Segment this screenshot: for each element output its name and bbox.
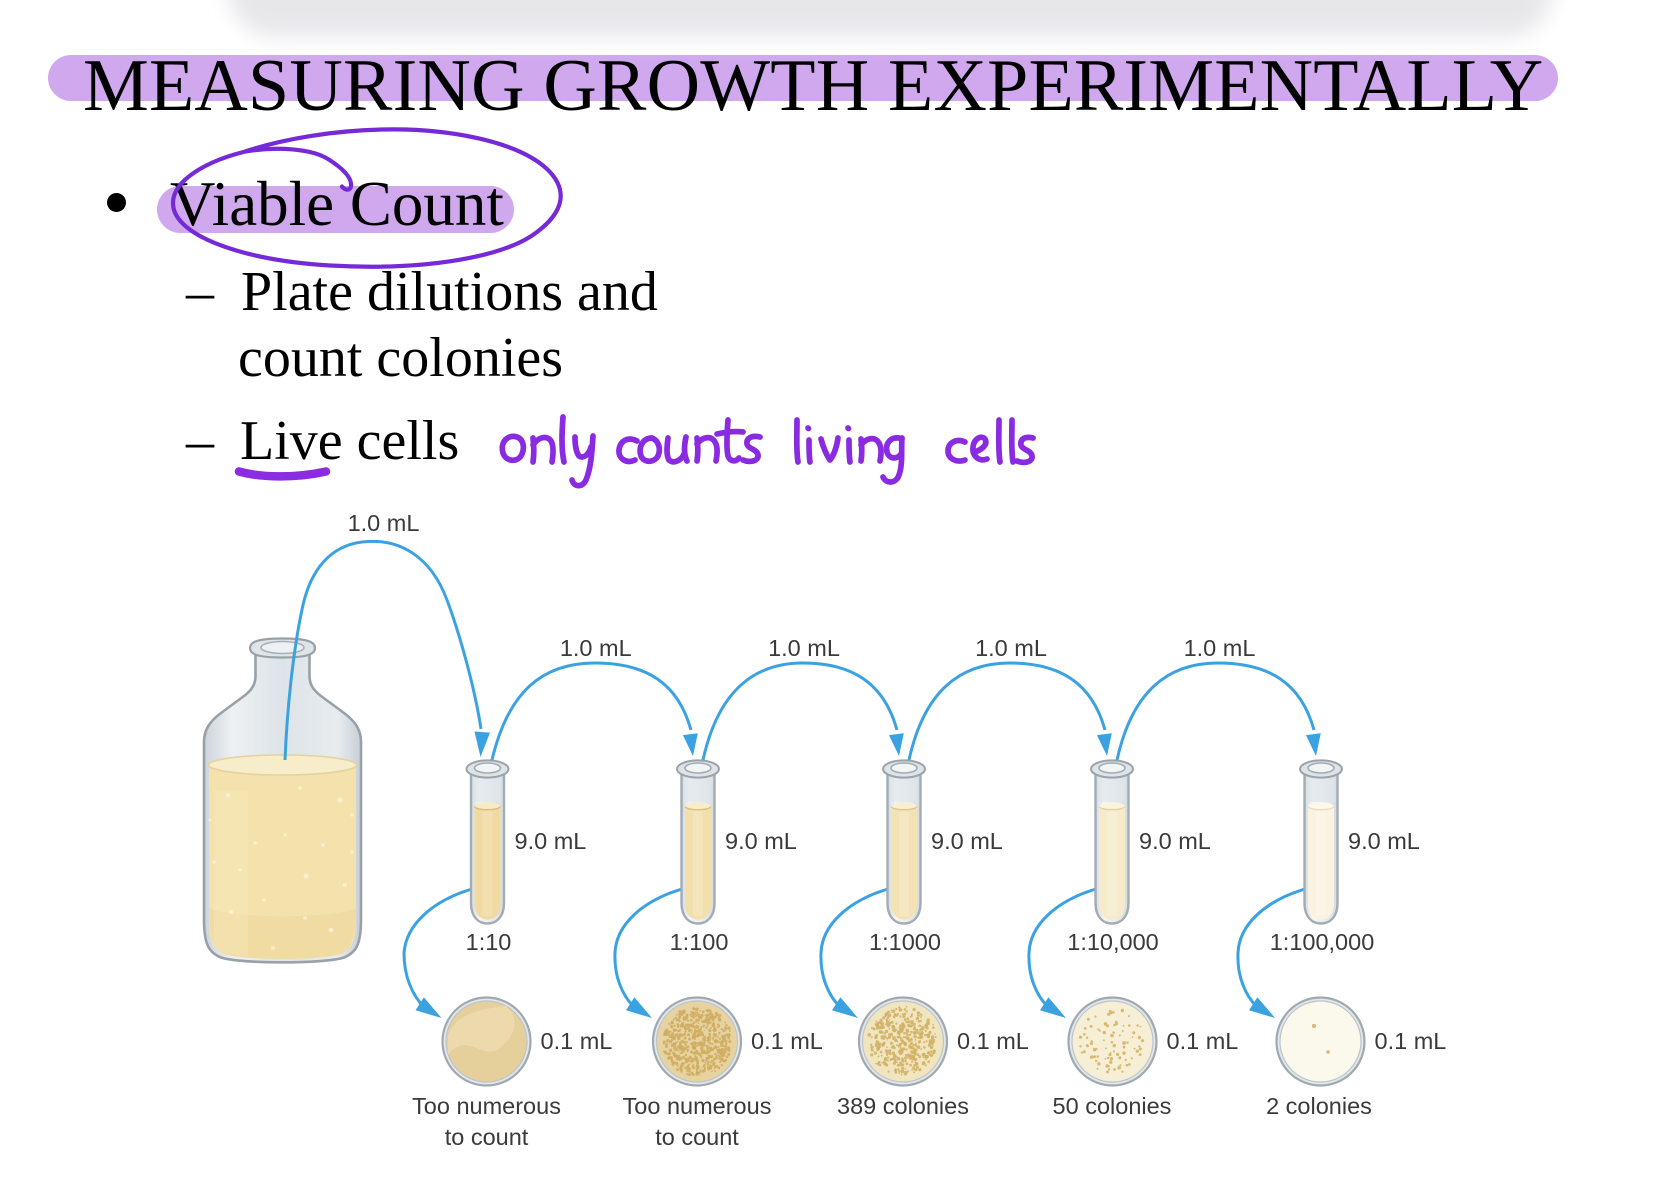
svg-text:to count: to count [655,1124,739,1150]
svg-text:389 colonies: 389 colonies [837,1093,969,1119]
svg-text:9.0 mL: 9.0 mL [1348,828,1420,854]
svg-text:9.0 mL: 9.0 mL [725,828,797,854]
svg-text:1.0 mL: 1.0 mL [560,635,632,661]
svg-text:1:10,000: 1:10,000 [1067,929,1158,955]
svg-text:0.1 mL: 0.1 mL [1375,1028,1447,1054]
svg-text:9.0 mL: 9.0 mL [931,828,1003,854]
svg-text:1.0 mL: 1.0 mL [768,635,840,661]
svg-text:1.0 mL: 1.0 mL [1184,635,1256,661]
svg-text:9.0 mL: 9.0 mL [515,828,587,854]
svg-text:50 colonies: 50 colonies [1053,1093,1172,1119]
svg-text:1:100: 1:100 [670,929,729,955]
svg-text:1.0 mL: 1.0 mL [975,635,1047,661]
svg-text:Too numerous: Too numerous [623,1093,772,1119]
svg-text:to count: to count [445,1124,529,1150]
svg-text:1:100,000: 1:100,000 [1270,929,1375,955]
svg-text:0.1 mL: 0.1 mL [751,1028,823,1054]
svg-text:0.1 mL: 0.1 mL [1167,1028,1239,1054]
svg-text:9.0 mL: 9.0 mL [1139,828,1211,854]
svg-text:2 colonies: 2 colonies [1266,1093,1372,1119]
svg-text:1.0 mL: 1.0 mL [348,510,420,536]
svg-text:1:1000: 1:1000 [869,929,941,955]
svg-text:Too numerous: Too numerous [412,1093,561,1119]
svg-text:0.1 mL: 0.1 mL [957,1028,1029,1054]
svg-text:1:10: 1:10 [466,929,512,955]
svg-text:0.1 mL: 0.1 mL [541,1028,613,1054]
